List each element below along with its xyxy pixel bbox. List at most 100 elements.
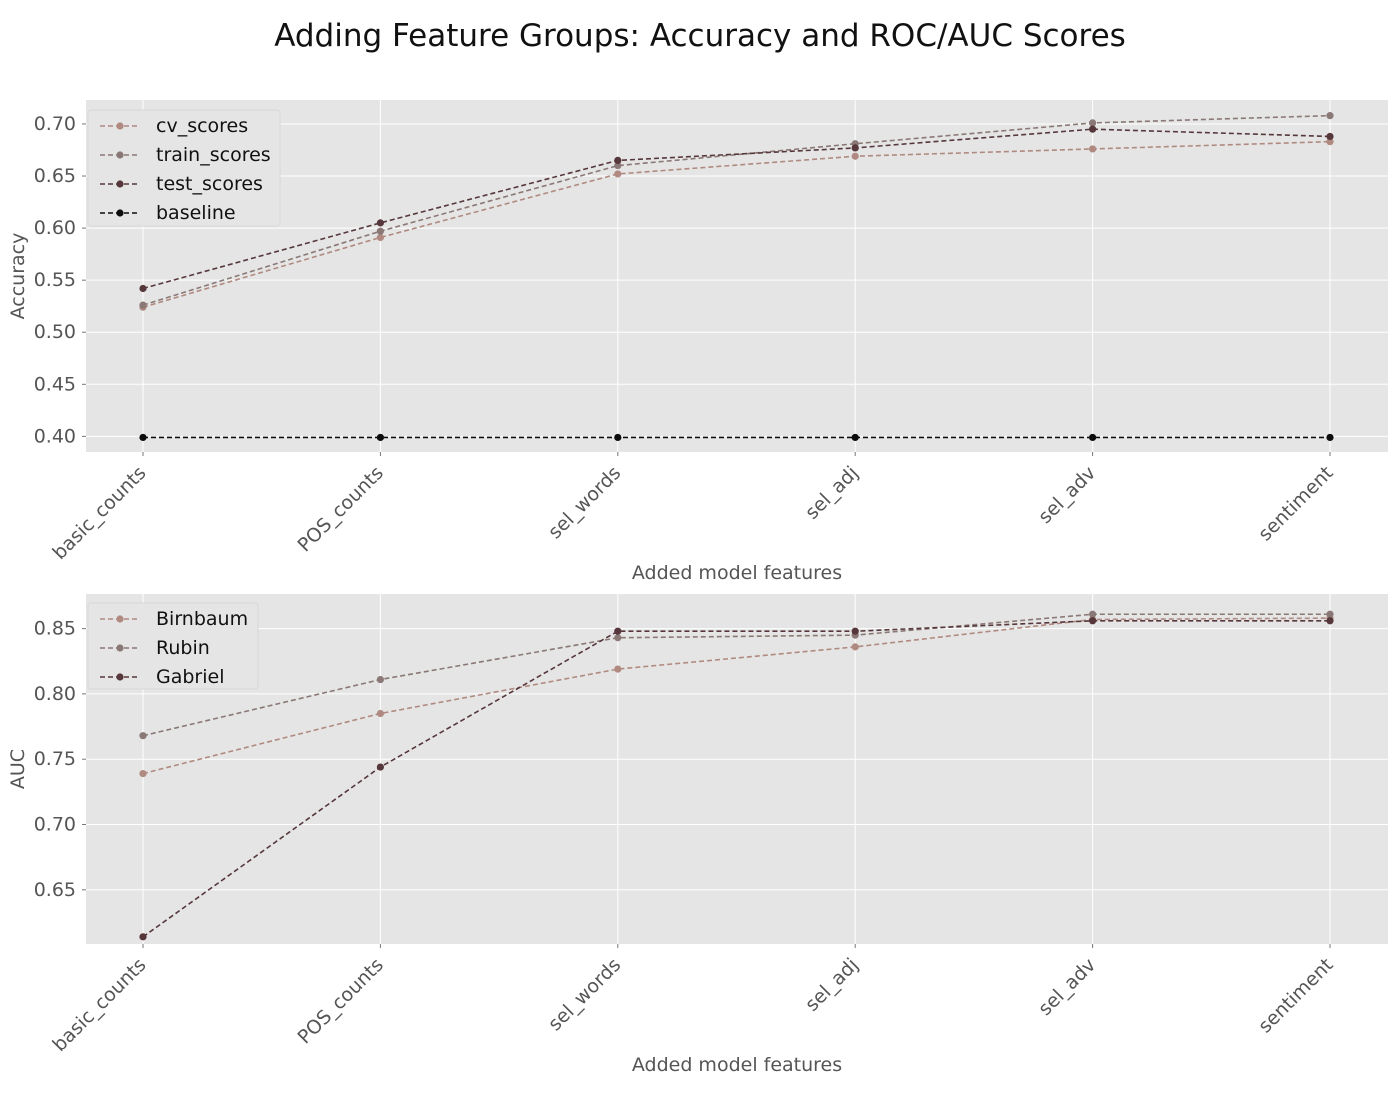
series-line [142,114,1331,306]
x-tick-label: basic_counts [48,954,150,1056]
legend-marker [116,209,124,217]
accuracy-chart: 0.40 0.45 0.50 0.55 0.60 0.65 0.70 basic_counts… [7,100,1388,584]
data-point [851,643,859,651]
data-point [1326,112,1334,120]
data-point [851,433,859,442]
data-point [139,433,147,442]
data-point [376,219,384,227]
y-tick-label: 0.80 [34,683,76,705]
y-axis-label: Accuracy [7,233,29,320]
data-point [1326,610,1334,618]
series-line [142,617,1331,775]
legend-marker [116,673,124,681]
legend-label: Birnbaum [156,608,248,630]
series-Gabriel [139,617,1334,941]
data-point [376,763,384,771]
legend: cv_scores train_scores test_scores baseline [87,109,281,227]
data-point [1089,119,1097,127]
x-tick-label: POS_counts [294,462,388,556]
x-tick-label: sel_adj [801,462,863,524]
legend-marker [116,180,124,188]
data-point [851,144,859,152]
legend-label: Gabriel [156,666,225,688]
y-tick-label: 0.70 [34,814,76,836]
x-tick-label: sentiment [1254,462,1337,545]
series-baseline [139,433,1334,442]
auc-chart: 0.65 0.70 0.75 0.80 0.85 basic_counts POS_coun… [7,594,1388,1076]
legend-label: test_scores [156,173,263,195]
data-point [139,284,147,293]
data-point [614,627,622,635]
data-point [614,665,622,673]
legend-label: cv_scores [156,115,248,137]
data-point [1089,433,1097,442]
x-axis-label: Added model features [632,1054,842,1076]
y-tick-label: 0.65 [34,879,76,901]
legend-marker [116,151,124,159]
y-tick-label: 0.65 [34,165,76,187]
data-point [851,627,859,635]
data-point [614,170,622,178]
series-line [142,140,1331,309]
series-line [142,619,1330,938]
data-point [139,769,147,778]
legend-box [87,109,281,227]
data-point [376,227,384,235]
x-tick-label: sentiment [1254,954,1337,1037]
y-tick-label: 0.55 [34,269,76,291]
data-point [1326,132,1334,141]
y-tick-label: 0.45 [34,373,76,395]
legend-marker [116,615,124,623]
x-tick-label: sel_words [544,462,625,543]
series-test_scores [139,125,1334,293]
legend-marker [116,122,124,130]
data-point [1089,145,1097,153]
y-tick-label: 0.70 [34,113,76,135]
data-point [614,433,622,442]
legend: Birnbaum Rubin Gabriel [87,602,259,690]
x-axis-label: Added model features [632,562,842,584]
data-point [139,933,147,941]
x-tick-label: sel_adj [801,954,863,1016]
data-point [376,433,384,442]
data-point [1326,617,1334,625]
data-point [1326,138,1334,146]
legend-box [87,602,259,690]
y-tick-label: 0.50 [34,321,76,343]
legend-label: baseline [156,202,236,224]
data-point [139,732,147,740]
x-tick-label: sel_adv [1034,954,1100,1020]
data-point [376,675,384,684]
legend-label: train_scores [156,144,271,166]
series-line [142,128,1331,290]
grid-lines [86,594,1388,944]
series-cv_scores [139,138,1334,311]
figure-title: Adding Feature Groups: Accuracy and ROC/… [274,18,1126,54]
y-tick-label: 0.75 [34,748,76,770]
data-point [1089,125,1097,133]
data-point [139,301,147,309]
data-point [614,634,622,642]
x-tick-label: basic_counts [48,462,150,564]
data-point [1089,610,1097,618]
data-point [614,162,622,170]
y-tick-label: 0.40 [34,425,76,447]
legend-label: Rubin [156,637,210,659]
data-point [1326,433,1334,442]
x-tick-label: sel_adv [1034,462,1100,528]
data-point [614,156,622,165]
y-tick-label: 0.85 [34,618,76,640]
x-tick-label: POS_counts [294,954,388,1048]
series-train_scores [139,112,1334,309]
data-point [376,709,384,718]
series-Rubin [139,610,1334,740]
plot-area [86,100,1388,452]
plot-area [86,594,1388,944]
data-point [376,233,384,242]
legend-marker [116,644,124,652]
data-point [1089,617,1097,625]
data-point [851,152,859,160]
y-axis-label: AUC [7,749,29,789]
series-line [142,613,1330,737]
